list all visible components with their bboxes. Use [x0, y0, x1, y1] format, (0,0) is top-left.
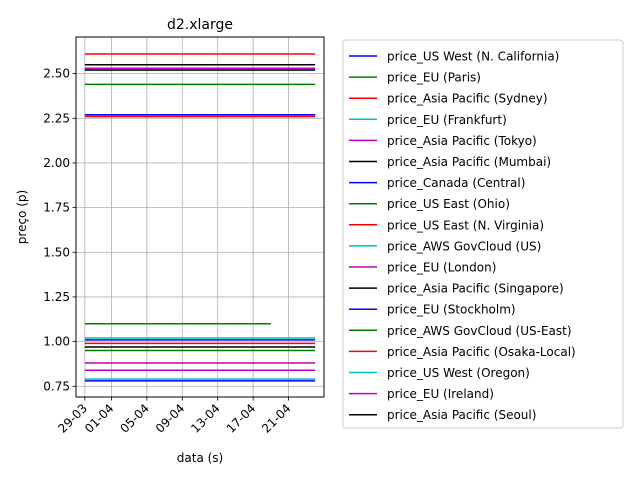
y-tick-label: 2.25: [43, 111, 70, 125]
legend-item: price_Asia Pacific (Seoul): [349, 408, 536, 422]
y-axis-label: preço (p): [15, 190, 29, 244]
plot-frame: [75, 36, 325, 398]
legend-label: price_AWS GovCloud (US-East): [387, 324, 572, 338]
legend-label: price_US West (N. California): [387, 50, 559, 64]
legend-label: price_EU (Paris): [387, 71, 481, 85]
legend-item: price_Asia Pacific (Mumbai): [349, 155, 551, 169]
y-tick-label: 1.50: [43, 245, 70, 259]
legend-label: price_EU (Ireland): [387, 387, 494, 401]
legend-item: price_Asia Pacific (Tokyo): [349, 134, 537, 148]
legend-item: price_US East (N. Virginia): [349, 218, 544, 232]
legend-item: price_Asia Pacific (Singapore): [349, 282, 564, 296]
legend-item: price_US West (N. California): [349, 50, 559, 64]
legend-item: price_EU (London): [349, 261, 496, 275]
y-tick-label: 2.50: [43, 67, 70, 81]
legend-item: price_EU (Stockholm): [349, 303, 516, 317]
legend-item: price_US West (Oregon): [349, 366, 530, 380]
legend-item: price_EU (Frankfurt): [349, 113, 507, 127]
legend-label: price_Asia Pacific (Singapore): [387, 282, 564, 296]
legend-item: price_EU (Paris): [349, 71, 481, 85]
legend-label: price_Asia Pacific (Mumbai): [387, 155, 551, 169]
chart-title: d2.xlarge: [167, 17, 233, 33]
legend-item: price_Asia Pacific (Sydney): [349, 92, 548, 106]
legend-label: price_Asia Pacific (Sydney): [387, 92, 548, 106]
series-lines: [84, 53, 316, 382]
y-tick-label: 2.00: [43, 156, 70, 170]
legend-item: price_AWS GovCloud (US-East): [349, 324, 572, 338]
legend-label: price_US East (Ohio): [387, 197, 510, 211]
legend: price_US West (N. California) price_EU (P…: [342, 39, 624, 429]
legend-item: price_US East (Ohio): [349, 197, 510, 211]
legend-label: price_Asia Pacific (Tokyo): [387, 134, 537, 148]
legend-item: price_Asia Pacific (Osaka-Local): [349, 345, 576, 359]
y-tick-label: 1.25: [43, 290, 70, 304]
legend-label: price_Asia Pacific (Osaka-Local): [387, 345, 576, 359]
legend-item: price_AWS GovCloud (US): [349, 239, 541, 253]
legend-label: price_EU (Frankfurt): [387, 113, 507, 127]
legend-label: price_AWS GovCloud (US): [387, 239, 541, 253]
legend-frame: [342, 39, 624, 429]
legend-items: price_US West (N. California) price_EU (P…: [349, 50, 576, 422]
y-tick-label: 0.75: [43, 379, 70, 393]
y-tick-label: 1.75: [43, 201, 70, 215]
grid: [76, 37, 324, 397]
legend-label: price_EU (Stockholm): [387, 303, 516, 317]
legend-label: price_Canada (Central): [387, 176, 525, 190]
y-axis: 0.75 1.00 1.25 1.50 1.75 2.00 2.25 2.50: [43, 67, 76, 393]
legend-label: price_EU (London): [387, 261, 496, 275]
legend-label: price_US West (Oregon): [387, 366, 530, 380]
legend-item: price_EU (Ireland): [349, 387, 494, 401]
legend-label: price_Asia Pacific (Seoul): [387, 408, 536, 422]
x-axis-label: data (s): [177, 451, 223, 465]
legend-label: price_US East (N. Virginia): [387, 218, 544, 232]
y-tick-label: 1.00: [43, 335, 70, 349]
legend-item: price_Canada (Central): [349, 176, 525, 190]
